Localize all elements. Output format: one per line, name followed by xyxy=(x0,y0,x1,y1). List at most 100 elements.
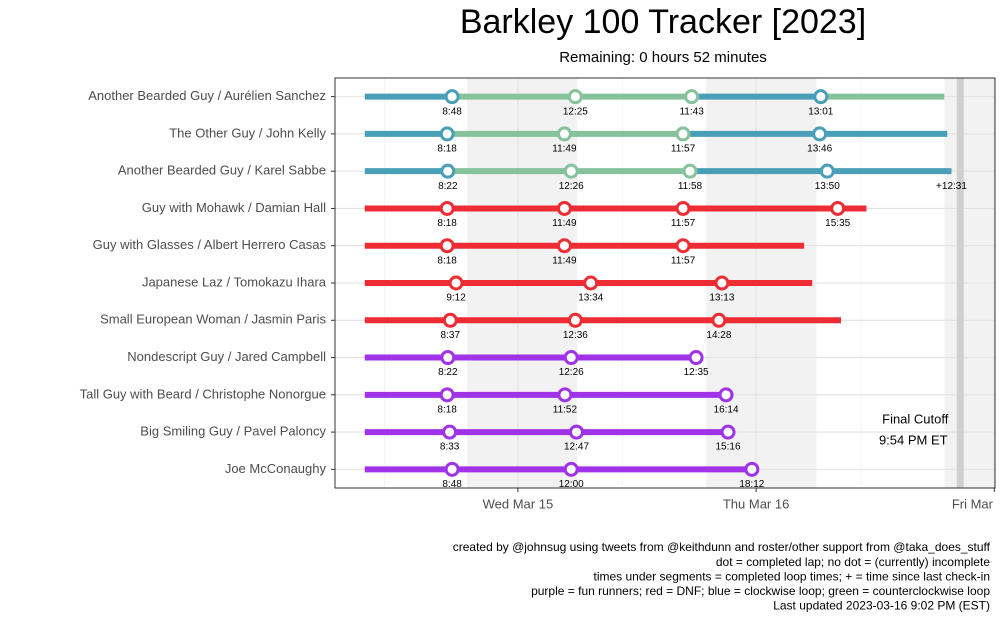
lap-time-label: 12:26 xyxy=(559,367,584,378)
lap-time-label: +12:31 xyxy=(936,181,967,192)
lap-time-label: 13:01 xyxy=(808,106,833,117)
lap-time-label: 11:49 xyxy=(552,218,577,229)
annotation: Final Cutoff xyxy=(882,411,949,426)
annotation: 9:54 PM ET xyxy=(879,432,948,447)
y-tick-label: Guy with Mohawk / Damian Hall xyxy=(142,200,326,215)
lap-dot xyxy=(556,238,572,254)
lap-dot xyxy=(714,275,730,291)
lap-time-label: 8:48 xyxy=(442,106,462,117)
lap-time-label: 8:33 xyxy=(440,442,460,453)
lap-time-label: 8:18 xyxy=(437,255,457,266)
chart-subtitle: Remaining: 0 hours 52 minutes xyxy=(559,49,767,66)
lap-dot xyxy=(583,275,599,291)
lap-time-label: 15:35 xyxy=(825,218,850,229)
lap-dot xyxy=(688,350,704,366)
lap-time-label: 13:50 xyxy=(815,181,840,192)
plot-area xyxy=(335,78,995,488)
caption: dot = completed lap; no dot = (currently… xyxy=(716,555,990,569)
lap-dot xyxy=(556,126,572,142)
lap-dot xyxy=(675,238,691,254)
lap-dot xyxy=(567,312,583,328)
lap-dot xyxy=(439,126,455,142)
lap-dot xyxy=(675,200,691,216)
lap-time-label: 12:26 xyxy=(559,181,584,192)
lap-dot xyxy=(813,89,829,105)
caption: purple = fun runners; red = DNF; blue = … xyxy=(531,584,990,598)
lap-time-label: 8:22 xyxy=(438,181,458,192)
lap-dot xyxy=(563,461,579,477)
caption: times under segments = completed loop ti… xyxy=(593,569,990,583)
lap-time-label: 13:13 xyxy=(709,293,734,304)
lap-time-label: 11:52 xyxy=(553,404,578,415)
lap-dot xyxy=(557,387,573,403)
lap-time-label: 13:46 xyxy=(807,144,832,155)
lap-dot xyxy=(830,200,846,216)
y-tick-label: Tall Guy with Beard / Christophe Nonorgu… xyxy=(80,386,326,401)
y-tick-label: Another Bearded Guy / Aurélien Sanchez xyxy=(88,88,326,103)
lap-time-label: 12:25 xyxy=(563,106,588,117)
y-tick-label: Japanese Laz / Tomokazu Ihara xyxy=(142,274,327,289)
x-tick-label: Thu Mar 16 xyxy=(723,496,789,511)
lap-time-label: 11:43 xyxy=(679,106,704,117)
x-tick-label: Wed Mar 15 xyxy=(483,496,554,511)
lap-time-label: 15:16 xyxy=(716,442,741,453)
lap-time-label: 8:18 xyxy=(437,144,457,155)
lap-dot xyxy=(720,424,736,440)
lap-time-label: 12:35 xyxy=(684,367,709,378)
lap-dot xyxy=(440,350,456,366)
x-tick-label: Fri Mar xyxy=(952,496,994,511)
lap-time-label: 8:37 xyxy=(441,330,461,341)
y-tick-label: Nondescript Guy / Jared Campbell xyxy=(127,349,326,364)
lap-dot xyxy=(439,200,455,216)
lap-dot xyxy=(567,89,583,105)
lap-time-label: 13:34 xyxy=(578,293,603,304)
lap-dot xyxy=(675,126,691,142)
lap-time-label: 11:57 xyxy=(671,255,696,266)
lap-dot xyxy=(819,163,835,179)
lap-time-label: 11:49 xyxy=(552,144,577,155)
lap-dot xyxy=(744,461,760,477)
y-tick-label: Big Smiling Guy / Pavel Paloncy xyxy=(140,424,326,439)
lap-time-label: 11:57 xyxy=(671,144,696,155)
y-tick-label: Another Bearded Guy / Karel Sabbe xyxy=(118,163,326,178)
lap-time-label: 18:12 xyxy=(739,479,764,490)
lap-time-label: 12:47 xyxy=(564,442,589,453)
caption: created by @johnsug using tweets from @k… xyxy=(453,540,991,554)
lap-time-label: 9:12 xyxy=(446,293,466,304)
y-tick-label: Small European Woman / Jasmin Paris xyxy=(100,312,326,327)
lap-time-label: 8:48 xyxy=(442,479,462,490)
lap-dot xyxy=(444,461,460,477)
lap-dot xyxy=(439,238,455,254)
lap-dot xyxy=(711,312,727,328)
lap-time-label: 14:28 xyxy=(706,330,731,341)
y-tick-label: Guy with Glasses / Albert Herrero Casas xyxy=(93,237,327,252)
lap-time-label: 8:18 xyxy=(437,218,457,229)
lap-dot xyxy=(718,387,734,403)
lap-dot xyxy=(812,126,828,142)
lap-dot xyxy=(442,424,458,440)
y-tick-label: Joe McConaughy xyxy=(225,461,327,476)
lap-time-label: 11:57 xyxy=(671,218,696,229)
lap-time-label: 16:14 xyxy=(714,404,739,415)
lap-dot xyxy=(444,89,460,105)
panel-border xyxy=(334,77,996,489)
lap-time-label: 8:18 xyxy=(437,404,457,415)
lap-dot xyxy=(682,163,698,179)
lap-dot xyxy=(442,312,458,328)
lap-dot xyxy=(448,275,464,291)
caption: Last updated 2023-03-16 9:02 PM (EST) xyxy=(773,599,990,613)
lap-time-label: 11:49 xyxy=(552,255,577,266)
lap-time-label: 12:36 xyxy=(563,330,588,341)
lap-dot xyxy=(556,200,572,216)
lap-dot xyxy=(439,387,455,403)
y-tick-label: The Other Guy / John Kelly xyxy=(169,125,326,140)
lap-time-label: 11:58 xyxy=(678,181,703,192)
lap-dot xyxy=(563,163,579,179)
lap-dot xyxy=(563,350,579,366)
lap-dot xyxy=(440,163,456,179)
lap-time-label: 8:22 xyxy=(438,367,458,378)
lap-time-label: 12:00 xyxy=(559,479,584,490)
chart-title: Barkley 100 Tracker [2023] xyxy=(460,3,866,41)
lap-dot xyxy=(684,89,700,105)
